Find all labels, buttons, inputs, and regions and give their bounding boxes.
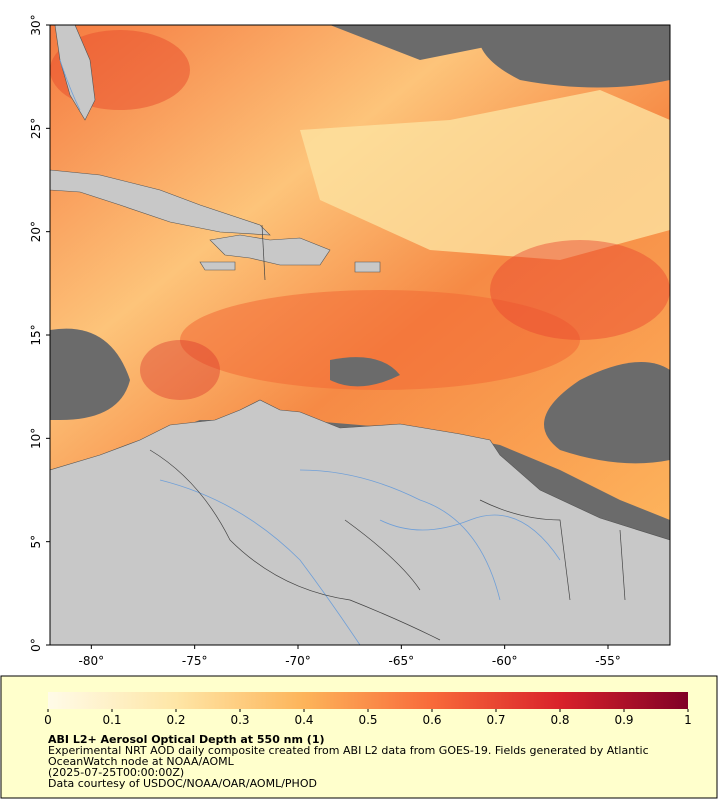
x-tick-label: -80° — [79, 654, 105, 668]
colorbar-tick-label: 0.1 — [102, 713, 121, 727]
colorbar-tick-label: 0.9 — [614, 713, 633, 727]
x-tick-label: -55° — [595, 654, 621, 668]
map-image — [50, 25, 670, 645]
credit: Data courtesy of USDOC/NOAA/OAR/AOML/PHO… — [48, 777, 317, 790]
y-tick-label: 0° — [29, 638, 43, 652]
colorbar — [48, 692, 688, 709]
y-tick-label: 20° — [29, 221, 43, 242]
title: ABI L2+ Aerosol Optical Depth at 550 nm … — [48, 733, 325, 746]
colorbar-tick-label: 0.8 — [550, 713, 569, 727]
colorbar-tick-label: 1 — [684, 713, 692, 727]
y-tick-label: 30° — [29, 14, 43, 35]
description: Experimental NRT AOD daily composite cre… — [48, 744, 649, 768]
y-tick-label: 5° — [29, 535, 43, 549]
date: (2025-07-25T00:00:00Z) — [48, 766, 185, 779]
y-tick-label: 15° — [29, 324, 43, 345]
x-tick-label: -60° — [492, 654, 518, 668]
colorbar-tick-label: 0.5 — [358, 713, 377, 727]
colorbar-tick-label: 0.7 — [486, 713, 505, 727]
y-tick-label: 10° — [29, 428, 43, 449]
x-tick-label: -65° — [389, 654, 415, 668]
x-tick-label: -75° — [182, 654, 208, 668]
footer-text: ABI L2+ Aerosol Optical Depth at 550 nm … — [48, 734, 684, 789]
colorbar-tick-label: 0.3 — [230, 713, 249, 727]
colorbar-tick-label: 0.4 — [294, 713, 313, 727]
y-tick-label: 25° — [29, 118, 43, 139]
colorbar-tick-label: 0 — [44, 713, 52, 727]
colorbar-tick-label: 0.2 — [166, 713, 185, 727]
x-tick-label: -70° — [285, 654, 311, 668]
colorbar-tick-label: 0.6 — [422, 713, 441, 727]
